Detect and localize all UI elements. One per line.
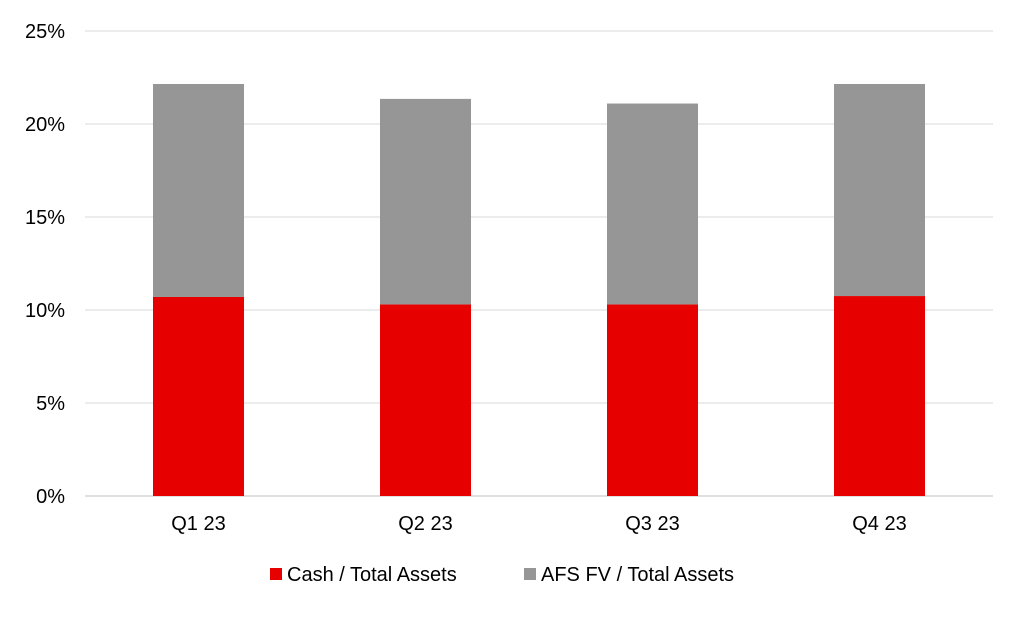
legend-swatch	[524, 568, 536, 580]
bar-cash	[380, 304, 471, 496]
bar-cash	[834, 296, 925, 496]
legend: Cash / Total Assets AFS FV / Total Assets	[270, 564, 734, 586]
x-tick-label: Q3 23	[625, 513, 679, 535]
legend-swatch	[270, 568, 282, 580]
legend-label: AFS FV / Total Assets	[541, 564, 734, 586]
bars	[153, 84, 925, 496]
bar-afs	[153, 84, 244, 297]
bar-cash	[153, 296, 244, 496]
x-tick-label: Q2 23	[398, 513, 452, 535]
y-tick-label: 20%	[25, 114, 65, 136]
x-axis-ticks: Q1 23 Q2 23 Q3 23 Q4 23	[171, 513, 906, 535]
y-tick-label: 15%	[25, 207, 65, 229]
y-axis-ticks: 0% 5% 10% 15% 20% 25%	[25, 21, 65, 508]
bar-afs	[607, 103, 698, 305]
bar-afs	[380, 98, 471, 305]
bar-cash	[607, 304, 698, 496]
bar-afs	[834, 84, 925, 297]
x-tick-label: Q1 23	[171, 513, 225, 535]
y-tick-label: 10%	[25, 300, 65, 322]
y-tick-label: 25%	[25, 21, 65, 43]
x-tick-label: Q4 23	[852, 513, 906, 535]
y-tick-label: 5%	[36, 393, 65, 415]
y-tick-label: 0%	[36, 486, 65, 508]
legend-label: Cash / Total Assets	[287, 564, 457, 586]
